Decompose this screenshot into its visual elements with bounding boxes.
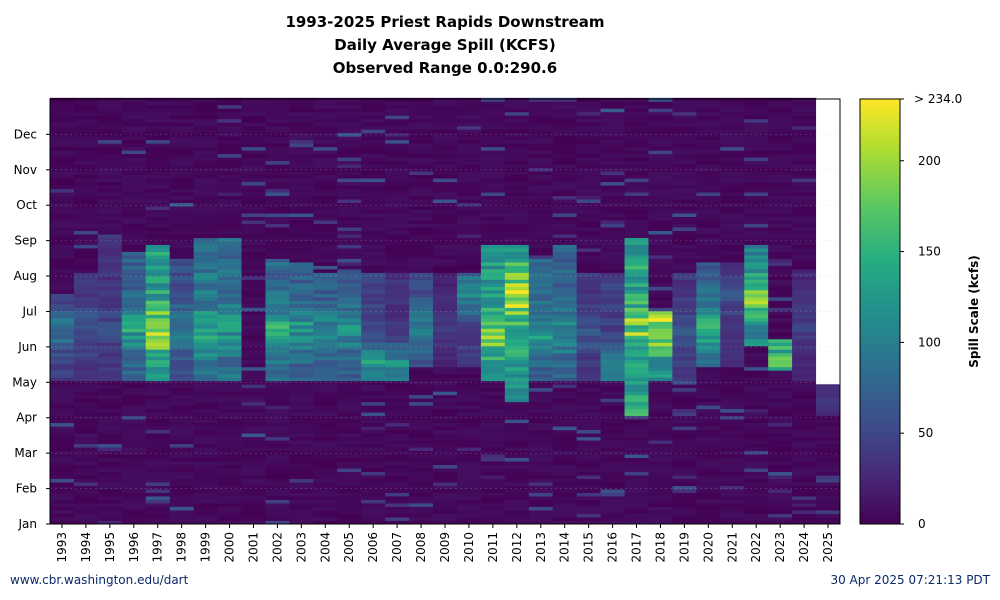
year-column-1999 [193, 97, 218, 525]
x-tick-label: 1995 [103, 532, 117, 563]
x-tick-label: 1996 [127, 532, 141, 563]
year-column-2011 [480, 97, 506, 525]
year-column-2021 [720, 97, 745, 525]
x-tick-label: 2021 [725, 532, 739, 563]
year-column-2001 [241, 97, 266, 525]
x-tick-label: 1994 [79, 532, 93, 563]
y-tick-label: Feb [16, 482, 37, 496]
colorbar-axis-label: Spill Scale (kcfs) [967, 255, 981, 367]
x-tick-label: 2001 [246, 532, 260, 563]
y-axis: Jan Feb Mar Apr May Jun Jul Aug Sep Oct Nov Dec [12, 127, 50, 531]
year-column-2015 [576, 97, 601, 525]
x-tick-label: 2017 [630, 532, 644, 563]
x-tick-label: 2013 [534, 532, 548, 563]
y-tick-label: Mar [14, 446, 37, 460]
y-tick-label: Jan [18, 517, 38, 531]
x-tick-label: 2022 [749, 532, 763, 563]
x-tick-label: 2018 [653, 532, 667, 563]
x-tick-label: 2023 [773, 532, 787, 563]
y-tick-label: Aug [14, 269, 37, 283]
timestamp: 30 Apr 2025 07:21:13 PDT [830, 573, 990, 587]
year-column-2008 [409, 97, 434, 525]
year-column-2014 [552, 97, 577, 525]
heatmap-cells [50, 97, 841, 525]
year-column-2012 [504, 97, 530, 525]
year-column-1993 [50, 97, 75, 525]
colorbar-tick-label: 0 [918, 517, 926, 531]
x-tick-label: 1993 [55, 532, 69, 563]
year-column-2007 [385, 97, 410, 525]
y-tick-label: Apr [16, 411, 37, 425]
year-column-2003 [289, 97, 314, 525]
y-tick-label: Dec [14, 127, 37, 141]
chart-title: 1993-2025 Priest Rapids Downstream [285, 13, 605, 31]
x-tick-label: 1999 [199, 532, 213, 563]
x-tick-label: 1998 [175, 532, 189, 563]
chart-subtitle: Daily Average Spill (KCFS) [334, 36, 556, 54]
colorbar-tick-label: 150 [918, 245, 941, 259]
year-column-2009 [433, 97, 458, 525]
x-tick-label: 2005 [342, 532, 356, 563]
year-column-1998 [169, 97, 194, 525]
year-column-2020 [696, 97, 721, 525]
year-column-2018 [648, 97, 673, 525]
x-tick-label: 1997 [151, 532, 165, 563]
x-tick-label: 2003 [294, 532, 308, 563]
colorbar-tick-label: 50 [918, 426, 933, 440]
x-tick-label: 2010 [462, 532, 476, 563]
chart-range: Observed Range 0.0:290.6 [332, 59, 558, 77]
colorbar-tick-label: 200 [918, 154, 941, 168]
x-tick-label: 2000 [223, 532, 237, 563]
x-tick-label: 2012 [510, 532, 524, 563]
x-tick-label: 2006 [366, 532, 380, 563]
year-column-1997 [145, 97, 170, 525]
year-column-2024 [792, 97, 817, 525]
x-tick-label: 2009 [438, 532, 452, 563]
year-column-2025 [816, 99, 841, 525]
x-tick-label: 2008 [414, 532, 428, 563]
year-column-2000 [217, 97, 242, 525]
y-tick-label: Sep [14, 234, 37, 248]
grid-lines [50, 134, 840, 489]
year-column-2016 [600, 97, 625, 525]
y-tick-label: Oct [16, 198, 37, 212]
colorbar-frame [859, 98, 901, 525]
x-tick-label: 2024 [797, 532, 811, 563]
year-column-1994 [73, 97, 99, 525]
year-column-2005 [337, 97, 362, 525]
x-tick-label: 2002 [270, 532, 284, 563]
colorbar-tick-label: 100 [918, 335, 941, 349]
year-column-2019 [672, 97, 697, 525]
x-tick-label: 2011 [486, 532, 500, 563]
y-tick-label: May [12, 375, 37, 389]
y-tick-label: Nov [14, 163, 37, 177]
year-column-2023 [768, 97, 793, 525]
y-tick-label: Jul [22, 304, 37, 318]
year-column-2010 [456, 97, 482, 525]
year-column-2017 [624, 97, 649, 525]
colorbar-top-label: > 234.0 [914, 92, 962, 106]
x-tick-label: 2014 [558, 532, 572, 563]
colorbar-gradient [860, 99, 900, 524]
y-tick-label: Jun [17, 340, 37, 354]
no-data-region [816, 99, 840, 385]
x-tick-label: 2016 [606, 532, 620, 563]
source-link[interactable]: www.cbr.washington.edu/dart [10, 573, 189, 587]
year-column-2006 [361, 97, 386, 525]
year-column-2022 [744, 97, 769, 525]
x-tick-label: 2004 [318, 532, 332, 563]
x-tick-label: 2019 [677, 532, 691, 563]
year-column-2004 [313, 97, 338, 525]
year-column-1995 [97, 97, 123, 525]
year-column-2002 [265, 97, 290, 525]
year-column-2013 [528, 97, 554, 525]
x-tick-label: 2025 [821, 532, 835, 563]
colorbar: 0 50 100 150 200 > 234.0 Spill Scale (kcfs) [859, 92, 981, 531]
x-tick-label: 2007 [390, 532, 404, 563]
x-tick-label: 2015 [582, 532, 596, 563]
x-axis: 1993 1994 1995 1996 1997 1998 1999 2000 2001 2002… [55, 524, 835, 563]
year-column-1996 [121, 97, 147, 525]
x-tick-label: 2020 [701, 532, 715, 563]
